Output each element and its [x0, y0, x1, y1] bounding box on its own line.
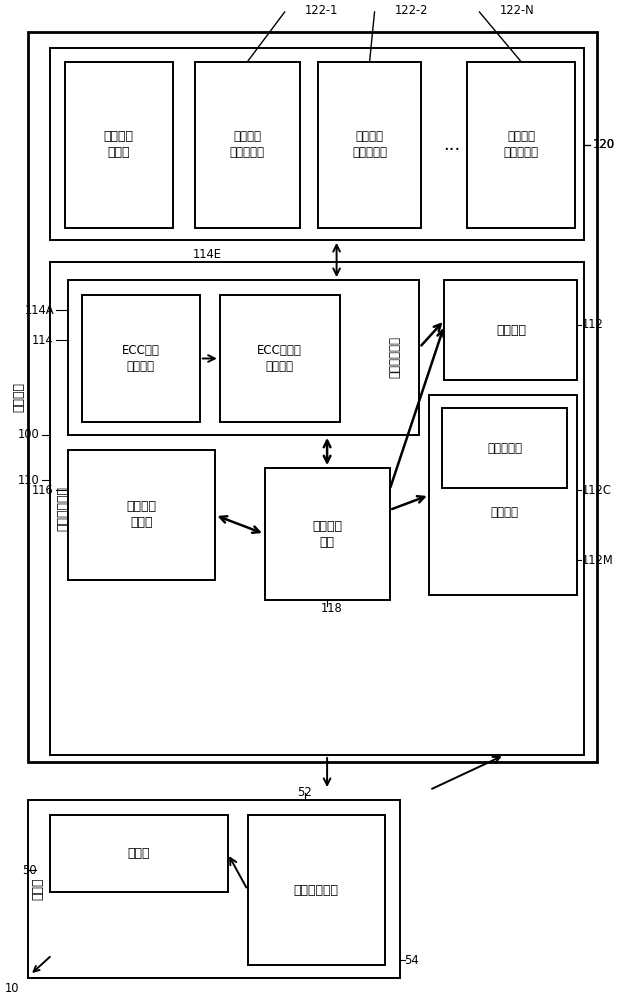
- Text: 非挥发性
存储器: 非挥发性 存储器: [104, 130, 134, 159]
- Text: ECC及随机
化器电路: ECC及随机 化器电路: [258, 344, 302, 373]
- Text: 122-1: 122-1: [305, 3, 338, 16]
- Text: 114A: 114A: [24, 304, 54, 316]
- Text: ...: ...: [443, 136, 460, 154]
- Text: 50: 50: [22, 863, 37, 876]
- Text: 微处理器: 微处理器: [496, 324, 526, 336]
- Bar: [68, 450, 215, 580]
- Text: 110: 110: [18, 474, 40, 487]
- Bar: [28, 32, 597, 762]
- Bar: [445, 280, 577, 380]
- Text: 116: 116: [32, 484, 54, 496]
- Text: 122-2: 122-2: [394, 3, 428, 16]
- Text: 记忆装置: 记忆装置: [12, 382, 26, 412]
- Text: 随机存取
存储器: 随机存取 存储器: [126, 500, 156, 530]
- Text: 非挥发性
存储器组件: 非挥发性 存储器组件: [504, 130, 539, 159]
- Bar: [28, 800, 399, 978]
- Text: 120: 120: [592, 138, 615, 151]
- Bar: [68, 280, 419, 435]
- Text: 主装置: 主装置: [32, 878, 44, 900]
- Text: 112M: 112M: [582, 554, 613, 566]
- Text: 传输接口
电路: 传输接口 电路: [312, 520, 342, 548]
- Text: 100: 100: [18, 428, 40, 442]
- Bar: [50, 48, 584, 240]
- Text: 非挥发性
存储器组件: 非挥发性 存储器组件: [352, 130, 387, 159]
- Bar: [429, 395, 577, 595]
- Text: 存储器控制器: 存储器控制器: [57, 486, 70, 531]
- Bar: [468, 62, 575, 228]
- Bar: [442, 408, 567, 488]
- Text: 电源供应电路: 电源供应电路: [294, 884, 338, 896]
- Text: ECC组块
排列电路: ECC组块 排列电路: [122, 344, 160, 373]
- Bar: [82, 295, 200, 422]
- Text: 112C: 112C: [582, 484, 611, 496]
- Bar: [220, 295, 340, 422]
- Text: 控制逻辑电路: 控制逻辑电路: [388, 336, 401, 378]
- Text: 118: 118: [321, 601, 343, 614]
- Text: 52: 52: [297, 786, 312, 800]
- Text: 120: 120: [592, 138, 614, 151]
- Text: 54: 54: [404, 954, 419, 966]
- Bar: [318, 62, 422, 228]
- Text: 122-N: 122-N: [499, 3, 534, 16]
- Bar: [248, 815, 384, 965]
- Bar: [50, 262, 584, 755]
- Bar: [65, 62, 173, 228]
- Text: 10: 10: [5, 982, 19, 994]
- Text: 处理器: 处理器: [128, 847, 150, 860]
- Text: 114: 114: [32, 334, 54, 347]
- Text: 112: 112: [582, 318, 603, 332]
- Text: 非挥发性
存储器组件: 非挥发性 存储器组件: [230, 130, 265, 159]
- Bar: [195, 62, 300, 228]
- Text: 114E: 114E: [193, 248, 222, 261]
- Text: 程序代码: 程序代码: [491, 506, 519, 520]
- Bar: [265, 468, 389, 600]
- Text: 只读存储器: 只读存储器: [488, 442, 522, 454]
- Bar: [50, 815, 228, 892]
